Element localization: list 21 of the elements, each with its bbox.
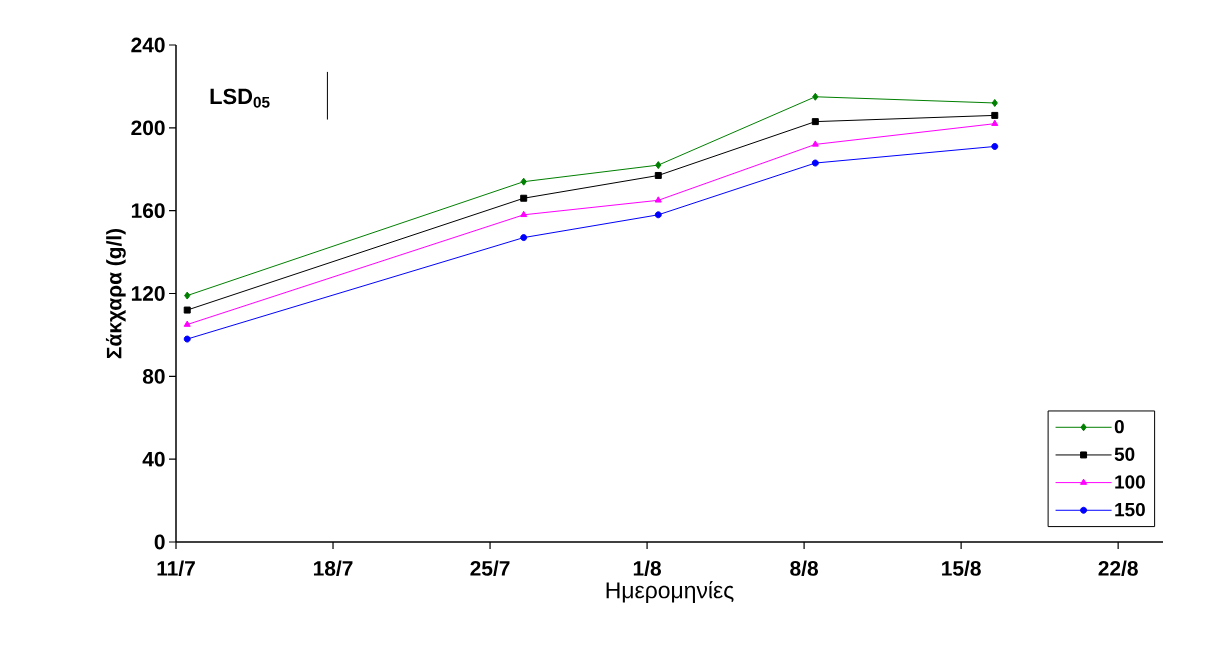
y-axis-title: Σάκχαρα (g/l): [105, 228, 126, 359]
y-tick-label: 80: [142, 368, 165, 384]
x-tick-label: 22/8: [1098, 560, 1138, 577]
x-tick-label: 1/8: [633, 560, 661, 577]
x-tick-label: 18/7: [313, 560, 353, 577]
x-tick-label: 15/8: [942, 560, 981, 577]
legend-label: 100: [1115, 475, 1145, 489]
x-axis-title: Ημερομηνίες: [606, 580, 734, 603]
y-tick-label: 200: [131, 120, 165, 136]
x-tick-label: 8/8: [790, 560, 818, 577]
y-tick-label: 0: [154, 534, 165, 550]
legend-label: 50: [1114, 447, 1135, 461]
legend-label: 150: [1115, 502, 1145, 517]
y-tick-label: 160: [131, 203, 165, 219]
y-tick-label: 40: [142, 451, 165, 467]
y-tick-label: 240: [131, 37, 165, 53]
y-tick-label: 120: [131, 286, 165, 301]
annotation: LSD$_{05}$: [210, 88, 270, 108]
legend-label: 0: [1114, 419, 1124, 434]
x-tick-label: 25/7: [470, 560, 510, 577]
x-tick-label: 11/7: [157, 560, 195, 577]
